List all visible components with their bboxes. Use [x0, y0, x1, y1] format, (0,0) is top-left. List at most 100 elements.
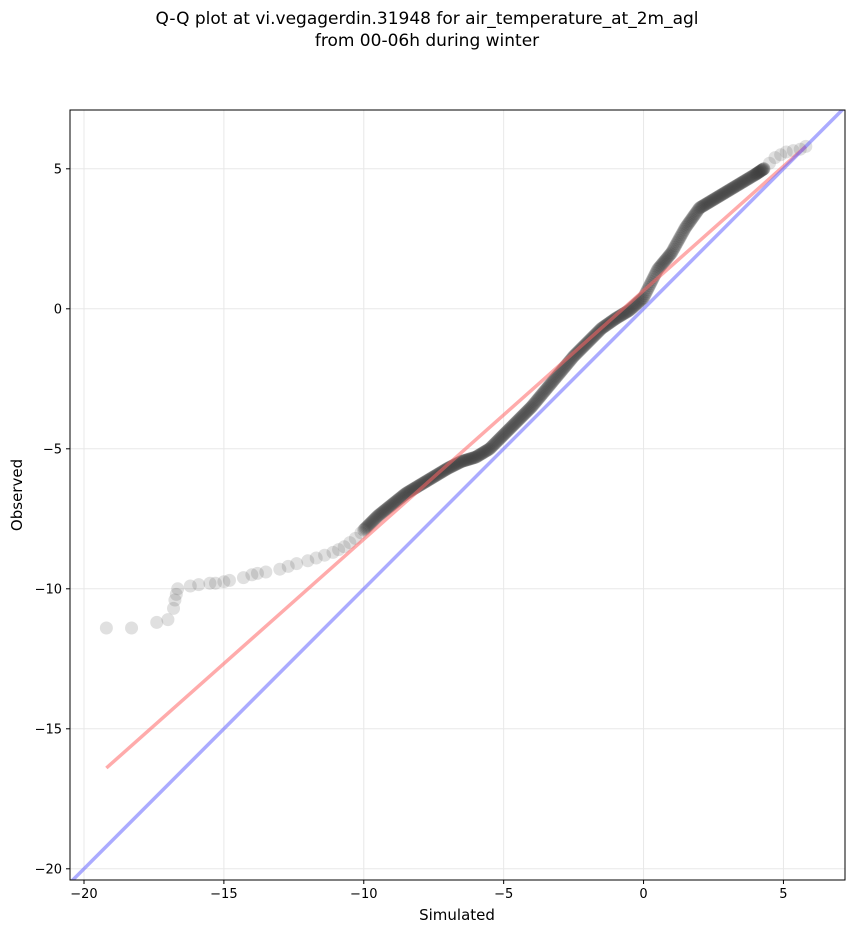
qq-point — [417, 476, 431, 490]
qq-point — [501, 424, 515, 438]
axis-ticks: −20 −15 −10 −5 0 5 −20 −15 −10 −5 0 5 — [35, 162, 788, 902]
qq-point — [711, 190, 725, 204]
qq-point — [217, 575, 231, 589]
qq-point — [363, 517, 377, 531]
qq-point — [684, 214, 698, 228]
qq-point — [168, 593, 182, 607]
y-tick-label: 5 — [54, 162, 62, 177]
qq-point — [534, 389, 548, 403]
qq-point — [372, 508, 386, 522]
qq-point — [382, 500, 396, 514]
qq-point — [528, 396, 542, 410]
qq-point — [245, 568, 259, 582]
qq-point — [359, 521, 373, 535]
qq-point — [380, 502, 394, 516]
qq-point — [691, 204, 705, 218]
qq-point — [171, 582, 185, 596]
qq-point — [664, 247, 678, 261]
qq-point — [567, 349, 581, 363]
qq-point — [537, 385, 551, 399]
qq-point — [326, 545, 340, 559]
qq-point — [343, 536, 357, 550]
qq-point — [525, 400, 539, 414]
qq-point — [494, 431, 508, 445]
qq-point — [532, 391, 546, 405]
reference-lines — [70, 110, 845, 880]
qq-point — [301, 554, 315, 568]
qq-point — [361, 519, 375, 533]
qq-point — [470, 450, 484, 464]
qq-point — [161, 613, 175, 627]
qq-point — [508, 417, 522, 431]
qq-point — [455, 454, 469, 468]
qq-point — [646, 273, 660, 287]
qq-point — [751, 166, 765, 180]
qq-point — [754, 163, 768, 177]
qq-point — [394, 491, 408, 505]
y-tick-label: −20 — [35, 862, 62, 877]
qq-point — [357, 523, 371, 537]
qq-point — [518, 407, 532, 421]
qq-point — [747, 168, 761, 182]
qq-point — [509, 416, 523, 430]
qq-point — [743, 170, 757, 184]
qq-point — [523, 402, 537, 416]
qq-point — [507, 418, 521, 432]
x-tick-label: 5 — [779, 887, 787, 902]
qq-point — [479, 444, 493, 458]
x-axis-label: Simulated — [419, 906, 495, 924]
qq-point — [485, 440, 499, 454]
qq-point — [192, 578, 206, 592]
qq-point — [714, 188, 728, 202]
qq-point — [503, 422, 517, 436]
qq-point — [656, 257, 670, 271]
qq-point — [464, 452, 478, 466]
qq-point — [693, 201, 707, 215]
y-tick-label: −5 — [43, 442, 62, 457]
qq-point — [726, 181, 740, 195]
x-tick-label: 0 — [639, 887, 647, 902]
qq-point — [722, 183, 736, 197]
qq-point — [526, 399, 540, 413]
qq-point — [694, 200, 708, 214]
qq-point — [740, 172, 754, 186]
qq-point — [524, 401, 538, 415]
qq-point — [377, 504, 391, 518]
qq-point — [416, 476, 430, 490]
qq-point — [665, 246, 679, 260]
qq-point — [751, 165, 765, 179]
qq-point — [548, 372, 562, 386]
qq-point — [572, 344, 586, 358]
qq-point — [493, 432, 507, 446]
qq-point — [466, 451, 480, 465]
qq-point — [505, 420, 519, 434]
qq-point — [387, 496, 401, 510]
qq-point — [368, 512, 382, 526]
qq-point — [208, 576, 222, 590]
qq-point — [661, 251, 675, 265]
qq-point — [530, 394, 544, 408]
qq-point — [741, 172, 755, 186]
qq-point — [675, 228, 689, 242]
qq-point — [474, 447, 488, 461]
qq-point — [663, 248, 677, 262]
qq-point — [653, 260, 667, 274]
qq-point — [498, 427, 512, 441]
qq-point — [547, 373, 561, 387]
qq-point — [571, 345, 585, 359]
chart-title-line-2: from 00-06h during winter — [314, 31, 540, 51]
qq-point — [706, 193, 720, 207]
qq-point — [756, 162, 770, 176]
qq-point — [687, 209, 701, 223]
qq-point — [749, 167, 763, 181]
qq-point — [737, 174, 751, 188]
qq-point — [709, 191, 723, 205]
qq-point — [704, 194, 718, 208]
qq-point — [396, 489, 410, 503]
qq-point — [640, 285, 654, 299]
qq-point — [550, 370, 564, 384]
qq-point — [682, 216, 696, 230]
qq-point — [692, 202, 706, 216]
qq-point — [457, 454, 471, 468]
data-points — [99, 139, 813, 635]
